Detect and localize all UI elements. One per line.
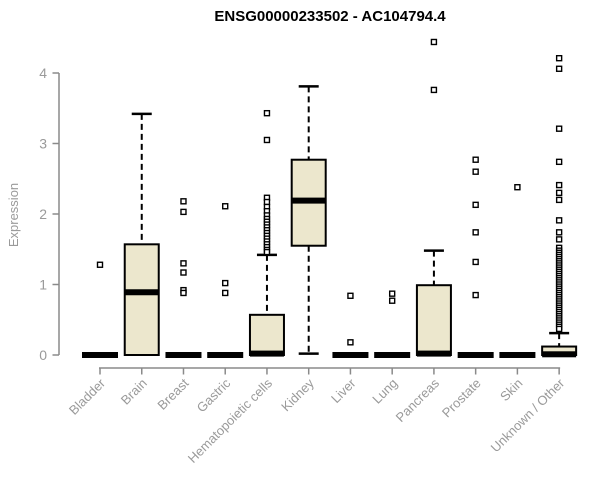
outlier-point: [555, 229, 563, 236]
box: [123, 243, 160, 356]
outlier-point: [222, 289, 229, 297]
outlier-point: [180, 269, 187, 276]
flat-box: [332, 352, 369, 358]
outlier-point: [388, 297, 396, 304]
outlier-point: [555, 196, 563, 204]
outlier-point: [347, 339, 354, 346]
median-line: [124, 289, 159, 296]
outlier-point: [388, 290, 396, 297]
outlier-point: [430, 86, 438, 94]
x-category-label: Kidney: [278, 375, 317, 414]
outlier-point: [96, 261, 104, 268]
x-category-label: Unknown / Other: [488, 375, 568, 455]
x-category-label: Brain: [118, 376, 150, 408]
box: [415, 284, 452, 356]
y-tick-label: 2: [39, 206, 47, 222]
outlier-point: [555, 158, 563, 166]
flat-box: [374, 352, 411, 358]
outlier-point: [472, 229, 479, 236]
outlier-point: [263, 136, 271, 144]
outlier-point: [347, 292, 354, 299]
median-line: [416, 350, 451, 357]
y-tick-label: 3: [39, 136, 47, 152]
outlier-point: [472, 156, 479, 163]
box: [248, 313, 285, 357]
chart-title: ENSG00000233502 - AC104794.4: [214, 8, 446, 25]
outlier-point: [472, 168, 479, 175]
x-category-label: Lung: [369, 376, 400, 407]
outlier-point: [180, 289, 187, 297]
outlier-point: [263, 248, 271, 256]
flat-box: [82, 352, 118, 358]
x-category-label: Skin: [497, 376, 525, 404]
x-category-label: Liver: [328, 375, 359, 406]
outlier-point: [263, 109, 271, 117]
outlier-point: [555, 189, 563, 197]
flat-box: [207, 352, 244, 358]
y-tick-label: 1: [39, 277, 47, 293]
outlier-point: [180, 260, 187, 267]
outlier-point: [555, 217, 563, 224]
outlier-point: [472, 258, 479, 266]
outlier-point: [555, 181, 563, 189]
median-line: [542, 351, 577, 358]
flat-box: [165, 352, 202, 358]
x-category-label: Breast: [154, 375, 191, 412]
outlier-point: [180, 208, 187, 216]
x-category-label: Pancreas: [393, 375, 443, 425]
y-tick-label: 4: [39, 65, 47, 81]
x-category-label: Prostate: [439, 376, 484, 421]
outlier-point: [222, 203, 229, 210]
x-category-label: Gastric: [194, 375, 234, 415]
flat-box: [457, 352, 494, 358]
x-category-label: Bladder: [66, 375, 109, 418]
outlier-point: [555, 54, 563, 62]
median-line: [291, 197, 326, 204]
outlier-point: [222, 279, 229, 287]
outlier-point: [555, 325, 563, 333]
outlier-point: [430, 38, 438, 46]
outlier-point: [555, 125, 563, 132]
y-tick-label: 0: [39, 347, 47, 363]
flat-box: [499, 352, 536, 358]
outlier-point: [514, 184, 521, 191]
outlier-point: [472, 291, 479, 299]
outlier-point: [555, 236, 563, 243]
outlier-point: [472, 201, 479, 209]
outlier-point: [555, 65, 563, 72]
outlier-point: [180, 198, 187, 205]
median-line: [249, 350, 284, 357]
